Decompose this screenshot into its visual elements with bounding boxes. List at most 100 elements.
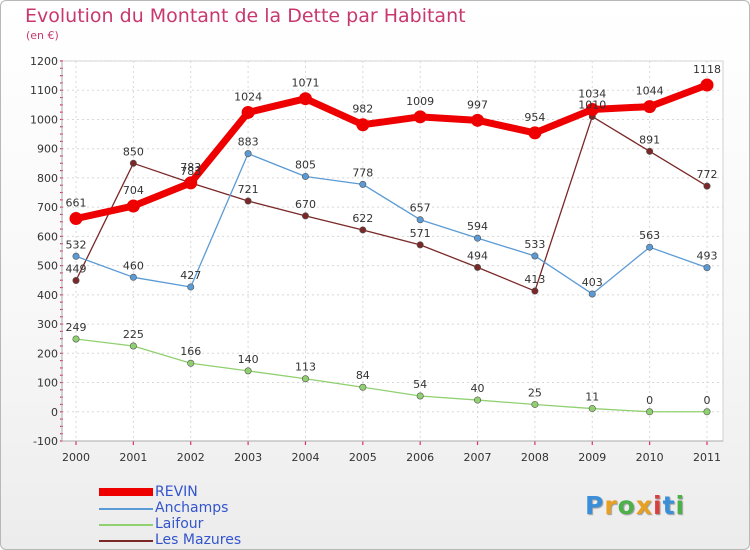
- data-label-revin: 661: [66, 197, 87, 210]
- data-label-revin: 1071: [291, 77, 319, 90]
- x-tick-label: 2000: [62, 451, 90, 464]
- data-label-laifour: 140: [238, 353, 259, 366]
- series-line-les-mazures: [75, 115, 708, 292]
- data-point-laifour: [187, 359, 195, 367]
- series-line-laifour: [75, 338, 707, 413]
- series-anchamps: [72, 150, 711, 298]
- data-label-anchamps: 403: [582, 276, 603, 289]
- data-point-laifour: [129, 342, 137, 350]
- data-point-anchamps: [531, 252, 539, 260]
- series-laifour: [72, 335, 711, 416]
- data-point-les-mazures: [72, 277, 80, 285]
- data-label-les-mazures: 449: [66, 263, 87, 276]
- y-tick-label: 1000: [30, 113, 58, 126]
- x-tick-label: 2008: [521, 451, 549, 464]
- data-point-laifour: [72, 335, 80, 343]
- data-point-anchamps: [72, 252, 80, 260]
- data-label-laifour: 84: [356, 369, 370, 382]
- data-point-revin: [298, 92, 312, 106]
- y-tick-label: 500: [37, 260, 58, 273]
- y-tick-label: 0: [51, 406, 58, 419]
- grid: [61, 60, 724, 442]
- y-tick-label: 700: [37, 201, 58, 214]
- legend-label-anchamps: Anchamps: [155, 500, 229, 516]
- y-tick-label: 1200: [30, 55, 58, 68]
- x-tick-label: 2011: [693, 451, 721, 464]
- data-label-laifour: 113: [295, 361, 316, 374]
- legend-label-revin: REVIN: [155, 484, 198, 500]
- axes: -100010020030040050060070080090010001100…: [30, 55, 723, 464]
- data-label-anchamps: 563: [639, 229, 660, 242]
- data-point-les-mazures: [646, 147, 654, 155]
- data-point-anchamps: [301, 172, 309, 180]
- data-label-les-mazures: 670: [295, 198, 316, 211]
- data-point-anchamps: [416, 216, 424, 224]
- x-tick-label: 2006: [406, 451, 434, 464]
- x-tick-label: 2002: [177, 451, 205, 464]
- data-point-anchamps: [244, 150, 252, 158]
- data-label-revin: 1044: [636, 85, 664, 98]
- x-tick-label: 2009: [578, 451, 606, 464]
- legend-label-laifour: Laifour: [155, 516, 204, 532]
- plot-area: [61, 60, 724, 442]
- data-labels: 449 850 783 721 670 622 571 494 413 1010 891 772 249…: [66, 63, 722, 407]
- data-point-les-mazures: [474, 263, 482, 271]
- x-tick-label: 2007: [464, 451, 492, 464]
- series-line-anchamps: [75, 153, 708, 295]
- data-label-revin: 954: [524, 111, 545, 124]
- legend-swatch-revin: [99, 488, 153, 496]
- data-label-les-mazures: 413: [524, 273, 545, 286]
- data-point-les-mazures: [301, 212, 309, 220]
- legend-swatch-les-mazures: [99, 540, 153, 542]
- data-label-anchamps: 594: [467, 220, 488, 233]
- logo-letter: o: [617, 491, 636, 520]
- data-point-les-mazures: [359, 226, 367, 234]
- data-label-les-mazures: 1010: [578, 99, 606, 112]
- x-tick-label: 2004: [291, 451, 319, 464]
- data-point-revin: [126, 199, 140, 213]
- y-tick-label: 800: [37, 172, 58, 185]
- chart-subtitle: (en €): [26, 29, 59, 42]
- data-point-les-mazures: [703, 182, 711, 190]
- data-point-les-mazures: [244, 197, 252, 205]
- data-point-anchamps: [129, 273, 137, 281]
- legend-swatch-anchamps: [99, 508, 153, 510]
- y-tick-label: -100: [33, 435, 58, 448]
- data-label-revin: 1009: [406, 95, 434, 108]
- data-label-laifour: 249: [66, 321, 87, 334]
- data-point-laifour: [359, 383, 367, 391]
- y-tick-label: 100: [37, 377, 58, 390]
- data-point-revin: [241, 105, 255, 119]
- data-point-anchamps: [703, 264, 711, 272]
- logo-letter: i: [653, 491, 663, 520]
- data-label-revin: 1024: [234, 90, 262, 103]
- data-label-les-mazures: 494: [467, 249, 488, 262]
- y-tick-label: 600: [37, 230, 58, 243]
- data-label-revin: 783: [180, 161, 201, 174]
- data-label-laifour: 0: [646, 394, 653, 407]
- x-tick-label: 2010: [636, 451, 664, 464]
- series-revin: [69, 78, 714, 226]
- legend: REVIN Anchamps Laifour Les Mazures: [99, 484, 299, 549]
- data-label-anchamps: 460: [123, 259, 144, 272]
- data-point-revin: [184, 176, 198, 190]
- data-label-anchamps: 805: [295, 158, 316, 171]
- data-label-les-mazures: 850: [123, 145, 144, 158]
- data-label-laifour: 40: [471, 382, 485, 395]
- data-point-les-mazures: [129, 159, 137, 167]
- legend-item-revin: REVIN: [99, 484, 299, 501]
- x-tick-label: 2005: [349, 451, 377, 464]
- data-label-laifour: 0: [704, 394, 711, 407]
- series-layer: [69, 78, 714, 416]
- logo-letter: r: [604, 491, 618, 520]
- y-tick-label: 300: [37, 318, 58, 331]
- y-tick-label: 1100: [30, 84, 58, 97]
- data-label-laifour: 225: [123, 328, 144, 341]
- x-tick-label: 2003: [234, 451, 262, 464]
- data-label-anchamps: 427: [180, 269, 201, 282]
- logo-letter: P: [585, 491, 605, 520]
- data-point-les-mazures: [416, 241, 424, 249]
- data-point-anchamps: [359, 180, 367, 188]
